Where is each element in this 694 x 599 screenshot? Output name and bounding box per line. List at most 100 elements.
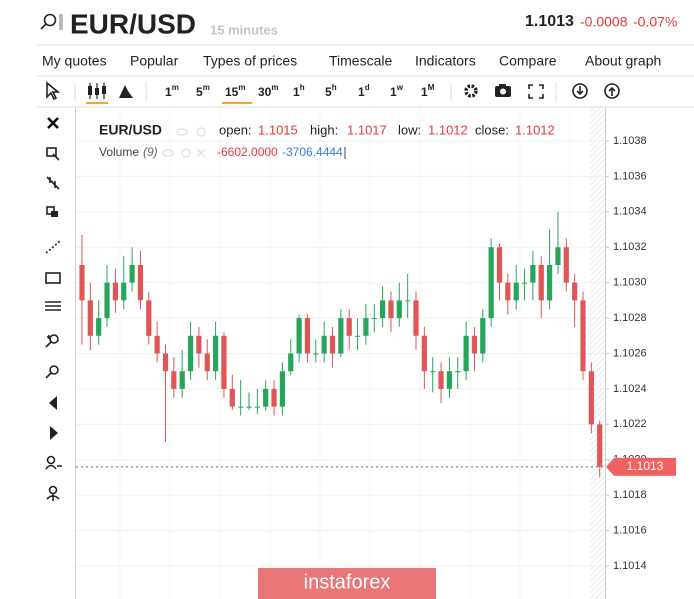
candle-body [480,318,486,354]
candle-body [388,300,394,319]
timescale-button[interactable]: 5m [196,83,210,99]
candle-body [313,353,319,355]
legend-label: high: [310,122,338,137]
candle-body [121,282,127,301]
zoom-out-tool[interactable] [45,365,59,379]
candle-body [112,282,118,301]
y-tick-label: 1.1022 [613,418,647,430]
search-icon[interactable] [40,13,63,30]
scroll-right[interactable] [50,426,58,440]
timescale-number: 1 [358,85,365,99]
tool[interactable] [46,176,60,190]
legend-label: close: [475,122,509,137]
candle-body [421,335,427,372]
timescale-button[interactable]: 15m [225,83,245,99]
toolbar: 1m 5m 15m 30m 1h 5h 1d 1w 1M [46,81,620,104]
menu-item[interactable]: Compare [499,53,557,69]
candle-body [304,318,311,354]
candle-body [471,335,478,354]
timescale-number: 5 [325,85,332,99]
legend-value: 1.1012 [515,122,555,137]
candle-body [79,264,85,301]
timescale-button[interactable]: 5h [325,83,337,99]
candle-body [288,353,294,372]
lines-tool[interactable] [45,301,61,311]
candle-body [329,335,336,354]
timescale-unit: M [428,83,435,92]
menu-item[interactable]: Types of prices [203,53,297,69]
candle-body [455,371,461,373]
timescale-unit: m [172,83,179,92]
scroll-left[interactable] [49,396,57,410]
fullscreen-button[interactable] [528,84,544,99]
upload-button[interactable] [604,83,620,99]
legend-symbol: EUR/USD [99,122,162,138]
legend-label: low: [398,122,421,137]
menu-item[interactable]: About graph [585,53,661,69]
price-change-percent: -0.07% [633,14,677,30]
candle-body [580,300,586,372]
active-underline [222,102,252,104]
settings-button[interactable] [464,84,478,98]
menu-item[interactable]: Indicators [415,53,476,69]
tool[interactable] [46,147,60,161]
plot [76,211,605,478]
timescale-button[interactable]: 1h [293,83,305,99]
magnet-tool[interactable] [45,455,62,470]
timescale-unit: h [300,83,305,92]
candle-body [338,318,344,354]
y-tick-label: 1.1030 [613,277,647,289]
rect-tool[interactable] [45,272,61,284]
candle-body [496,247,503,283]
candle-body [279,371,285,407]
candle-body [354,335,361,337]
candle-body [555,247,561,265]
candle-body [129,264,135,283]
timescale-button[interactable]: 1M [421,83,435,99]
last-price-tag [614,457,676,476]
timescale-unit: h [332,83,337,92]
candle-body [87,300,93,336]
candle-body [296,318,302,354]
y-tick-label: 1.1026 [613,347,647,359]
candle-body [96,318,102,336]
timescale-button[interactable]: 1d [358,83,370,99]
legend-label: open: [219,122,252,137]
candles-type[interactable] [86,83,108,104]
candle-body [263,388,269,407]
timescale-unit: m [238,83,245,92]
watermark-bg [258,568,436,599]
candle-body [538,264,544,301]
menu-item[interactable]: Timescale [329,53,392,69]
timescale-number: 1 [421,85,428,99]
timescale-unit: w [396,83,404,92]
candle-body [213,335,219,372]
cursor-tool[interactable] [46,81,61,101]
area-type[interactable] [119,85,133,98]
candle-body [371,318,377,320]
screenshot-button[interactable] [495,84,511,97]
close-tool[interactable] [47,117,59,129]
line-tool[interactable] [45,240,61,254]
tool[interactable] [46,206,58,217]
grid [76,108,605,599]
timescale-number: 1 [293,85,300,99]
menu-item[interactable]: My quotes [42,53,107,69]
candle-body [588,371,594,425]
lock-tool[interactable] [46,485,60,502]
candle-body [363,318,369,336]
candle-body [204,353,210,372]
timescale-number: 1 [390,85,397,99]
timescale-button[interactable]: 30m [258,83,278,99]
zoom-in-tool[interactable] [45,334,59,348]
candle-body [530,264,536,283]
volume-value: -3706.4444 [282,145,343,159]
download-button[interactable] [572,83,588,99]
menu-item[interactable]: Popular [130,53,179,69]
candle-body [547,264,553,301]
timescale-button[interactable]: 1w [390,83,404,99]
candle-body [146,300,152,336]
candle-body [171,371,177,389]
timescale-button[interactable]: 1m [165,83,179,99]
legend-value: 1.1017 [347,122,387,137]
